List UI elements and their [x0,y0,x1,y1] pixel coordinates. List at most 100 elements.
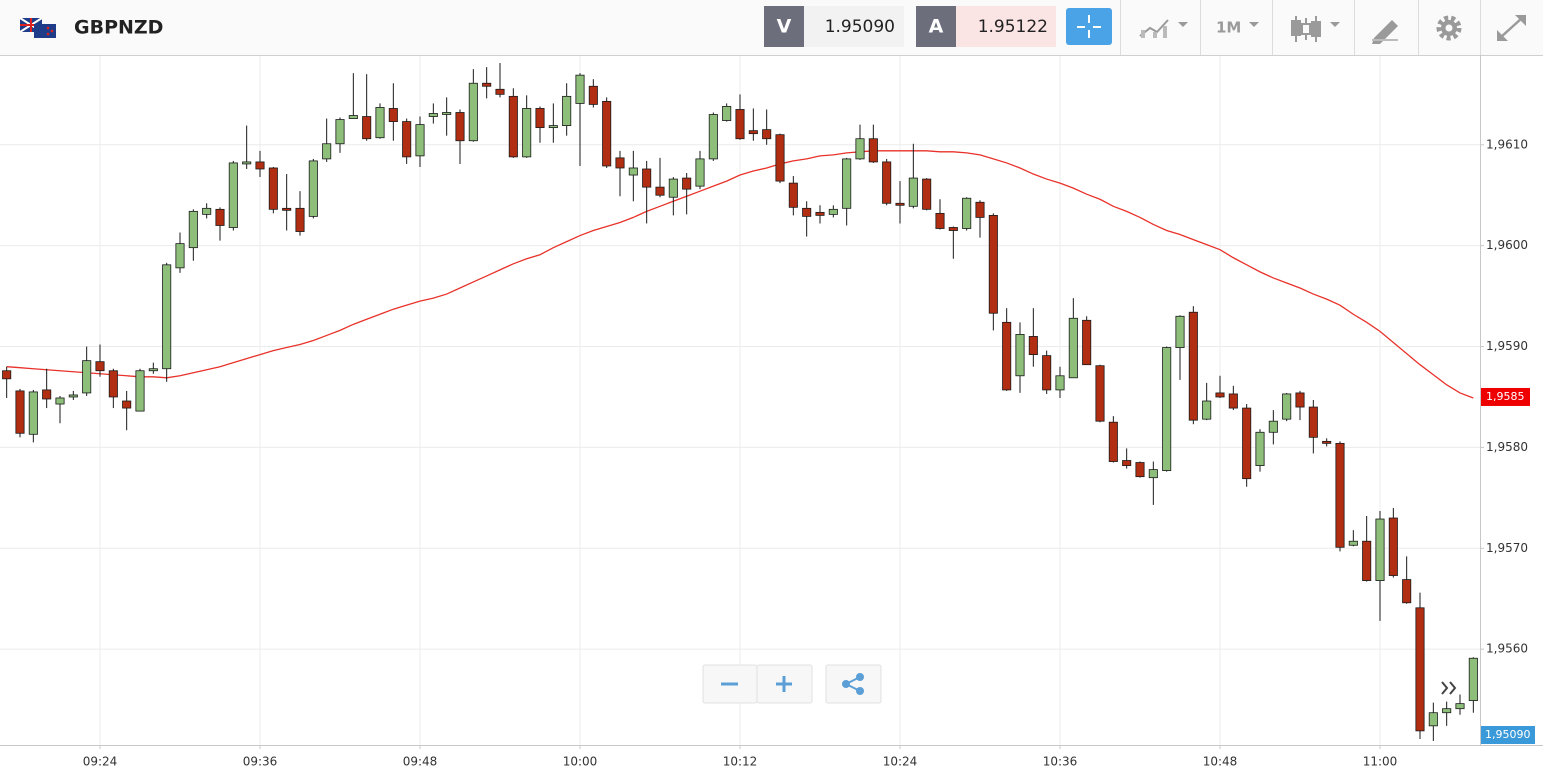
share-button[interactable] [825,664,882,704]
candle-body [228,162,238,228]
candle-body [535,108,545,129]
last-price-badge [1481,726,1535,744]
candle-body [882,161,892,204]
candle-body [748,130,758,135]
grid-layer [0,56,1484,749]
candle-body [415,124,425,157]
x-tick-label: 10:00 [563,755,598,769]
candle-body [762,129,772,140]
chart-type-button[interactable] [1139,19,1188,38]
timeframe-button[interactable]: 1M [1216,19,1259,37]
candle-body [642,168,652,188]
symbol: GBPNZD [74,17,163,39]
candle-body [455,112,465,142]
crosshair-button[interactable] [1066,8,1112,45]
bid-price[interactable]: 1.95090 [825,17,895,37]
zoom-out-button[interactable] [702,664,758,704]
candle-body [295,207,305,232]
candle-body [802,207,812,217]
candle-body [1108,421,1118,462]
ask-price[interactable]: 1.95122 [978,17,1048,37]
y-tick-label: 1,9580 [1486,440,1528,454]
candle-body [522,108,532,158]
candle-body [1055,375,1065,391]
candle-body [975,201,985,218]
candle-body [1442,708,1452,714]
y-tick-label: 1,9600 [1486,238,1528,252]
ask-button[interactable] [916,6,956,47]
fullscreen-button[interactable] [1497,15,1526,41]
candle-body [682,177,692,190]
candle-body [122,400,132,409]
candle-body [1215,392,1225,398]
candle-body [215,208,225,226]
candle-body [842,158,852,209]
candle-body [375,107,385,139]
candle-body [602,100,612,167]
candle-body [815,211,825,216]
candle-body [68,394,78,398]
candle-body [1068,317,1078,379]
candle-body [322,143,332,160]
candle-body [1375,518,1385,581]
bid-box[interactable] [804,6,904,47]
candle-body [1388,517,1398,576]
candle-body [15,390,25,434]
x-tick-label: 10:48 [1203,755,1238,769]
candle-body [988,214,998,314]
candle-body [42,389,52,400]
candle-body [362,116,372,140]
candle-body [1228,393,1238,409]
ask-tag[interactable]: A [929,16,944,38]
bid-tag[interactable]: V [777,16,792,38]
candle-body [1175,315,1185,348]
draw-button[interactable] [1372,20,1398,44]
candle-body [948,227,958,231]
candle-body [468,82,478,142]
candle-body [708,114,718,160]
candle-layer [2,63,1478,741]
candle-style-button[interactable] [1291,16,1340,42]
candle-body [242,161,252,165]
y-tick-label: 1,9570 [1486,541,1528,555]
candle-body [1335,442,1345,548]
bid-button[interactable] [764,6,804,47]
x-tick-label: 11:00 [1363,755,1398,769]
candle-body [188,210,198,249]
y-tick-label: 1,9610 [1486,137,1528,151]
x-tick-label: 09:24 [83,755,118,769]
ask-box[interactable] [956,6,1056,47]
candle-body [1455,703,1465,710]
candle-body [1188,311,1198,421]
candle-body [148,368,158,372]
candle-body [175,243,185,269]
candle-body [588,85,598,105]
candle-body [1415,607,1425,732]
timeframe[interactable]: 1M [1216,19,1241,37]
candle-body [482,82,492,87]
candle-body [1282,393,1292,420]
y-tick-label: 1,9590 [1486,339,1528,353]
candle-body [1428,712,1438,727]
candle-body [962,197,972,229]
candle-body [1135,462,1145,478]
x-tick-label: 09:48 [403,755,438,769]
zoom-in-button[interactable] [756,664,813,704]
candle-body [868,138,878,163]
candle-body [308,160,318,217]
candle-body [55,397,65,405]
candle-body [1402,579,1412,604]
overlay-value-badge [1481,387,1530,406]
candle-body [1002,321,1012,391]
x-tick-label: 10:36 [1043,755,1078,769]
candle-body [108,370,118,398]
candle-body [1015,334,1025,377]
settings-button[interactable] [1436,15,1462,41]
candle-body [495,88,505,95]
candle-body [1095,365,1105,422]
candle-body [1348,540,1358,546]
y-tick-label: 1,9560 [1486,642,1528,656]
scroll-latest-button[interactable] [1441,681,1457,695]
